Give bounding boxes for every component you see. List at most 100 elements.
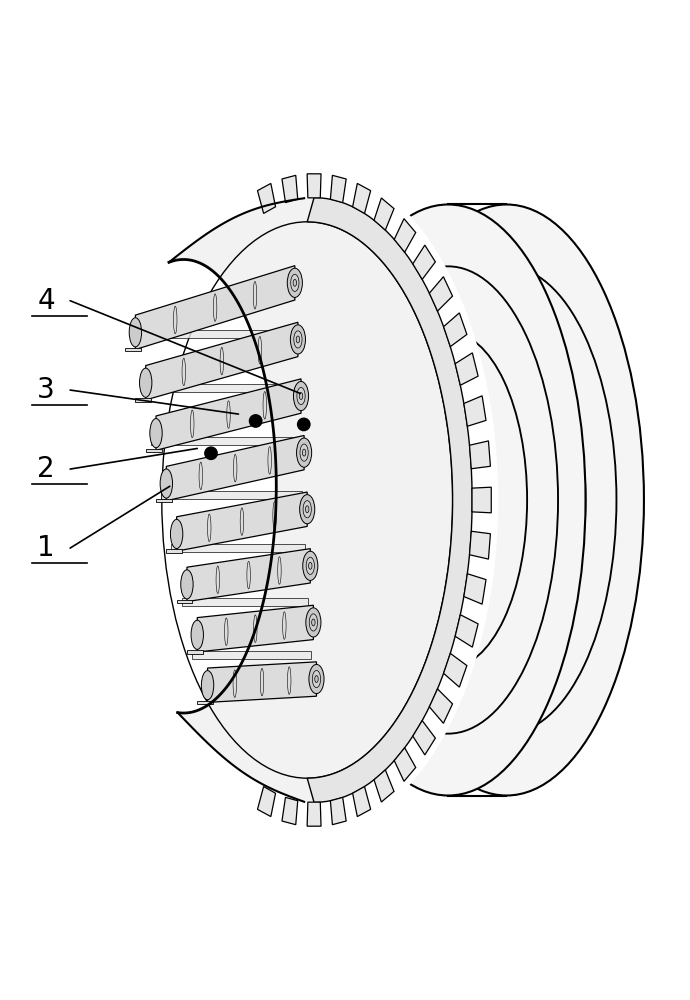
Polygon shape [429,689,453,723]
Polygon shape [464,396,486,426]
Polygon shape [353,183,371,213]
Polygon shape [169,198,472,802]
Polygon shape [161,491,302,499]
Polygon shape [472,487,491,513]
Polygon shape [307,174,321,198]
Ellipse shape [139,368,152,397]
Ellipse shape [369,204,644,796]
Ellipse shape [290,325,306,354]
Polygon shape [469,441,491,469]
Polygon shape [177,492,307,551]
Ellipse shape [129,318,141,347]
Polygon shape [413,245,435,279]
Ellipse shape [181,570,193,599]
Polygon shape [213,748,234,781]
Polygon shape [444,313,467,347]
Ellipse shape [306,557,315,574]
Polygon shape [137,487,156,513]
Polygon shape [353,183,371,213]
Polygon shape [176,689,199,723]
Polygon shape [464,574,486,604]
Polygon shape [469,441,491,469]
Ellipse shape [294,331,302,348]
Polygon shape [331,797,346,825]
Polygon shape [150,353,173,385]
Polygon shape [374,198,394,230]
Polygon shape [464,396,486,426]
Polygon shape [166,435,304,501]
Polygon shape [464,574,486,604]
Polygon shape [177,600,193,603]
Polygon shape [307,198,472,802]
Polygon shape [374,770,394,802]
Polygon shape [257,787,275,817]
Circle shape [205,447,217,459]
Polygon shape [394,219,415,252]
Ellipse shape [287,268,302,297]
Ellipse shape [290,274,299,291]
Polygon shape [455,615,478,647]
Ellipse shape [306,506,309,513]
Polygon shape [413,721,435,755]
Polygon shape [161,653,184,687]
Polygon shape [469,531,491,559]
Ellipse shape [308,562,312,569]
Ellipse shape [300,444,308,461]
Polygon shape [187,650,203,654]
Polygon shape [394,219,415,252]
Ellipse shape [299,393,303,399]
Polygon shape [142,574,164,604]
Ellipse shape [297,387,305,405]
Polygon shape [141,384,296,392]
Polygon shape [257,787,275,817]
Polygon shape [444,653,467,687]
Polygon shape [374,198,394,230]
Polygon shape [146,322,298,400]
Ellipse shape [306,608,321,637]
Polygon shape [257,183,275,213]
Ellipse shape [191,620,204,649]
Ellipse shape [312,619,315,626]
Polygon shape [353,787,371,817]
Polygon shape [331,797,346,825]
Polygon shape [176,277,199,311]
Polygon shape [455,353,478,385]
Polygon shape [469,531,491,559]
Polygon shape [193,721,215,755]
Text: 1: 1 [37,534,55,562]
Ellipse shape [293,279,297,286]
Polygon shape [413,245,435,279]
Polygon shape [156,379,301,450]
Polygon shape [130,330,293,338]
Ellipse shape [313,670,321,688]
Ellipse shape [130,167,498,833]
Polygon shape [135,398,151,402]
Ellipse shape [310,204,586,796]
Polygon shape [282,797,298,825]
Polygon shape [374,770,394,802]
Ellipse shape [302,449,306,456]
Polygon shape [135,266,295,349]
Polygon shape [181,598,308,606]
Polygon shape [282,797,298,825]
Ellipse shape [296,336,299,343]
Polygon shape [142,396,164,426]
Polygon shape [331,175,346,203]
Polygon shape [138,531,159,559]
Text: 4: 4 [37,287,55,315]
Polygon shape [161,313,184,347]
Polygon shape [197,701,213,704]
Polygon shape [156,499,172,502]
Polygon shape [444,653,467,687]
Polygon shape [413,721,435,755]
Ellipse shape [297,438,312,467]
Ellipse shape [150,419,162,448]
Ellipse shape [201,671,214,700]
Ellipse shape [315,676,318,682]
Polygon shape [257,183,275,213]
Polygon shape [172,544,305,552]
Ellipse shape [160,469,172,498]
Polygon shape [394,748,415,781]
Ellipse shape [170,519,183,549]
Polygon shape [138,441,159,469]
